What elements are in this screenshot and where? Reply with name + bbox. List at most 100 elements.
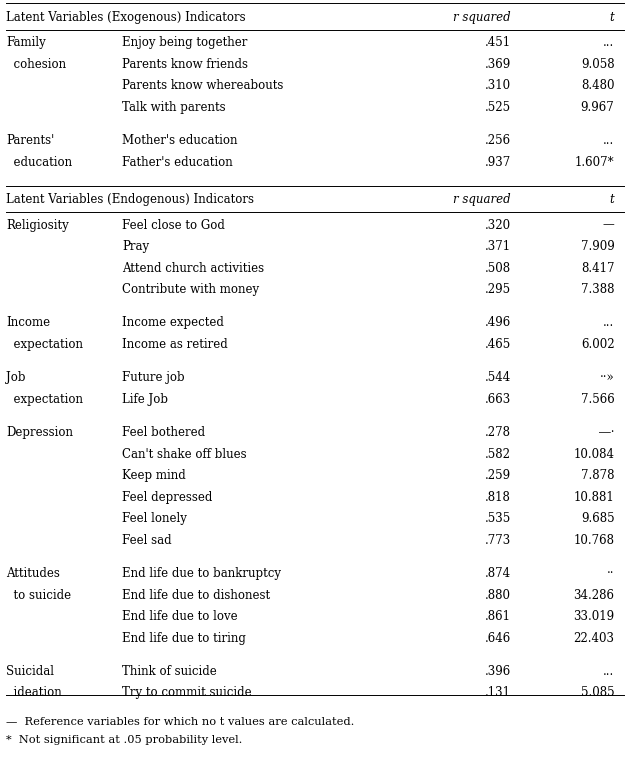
Text: .874: .874 — [485, 567, 511, 580]
Text: Depression: Depression — [6, 427, 73, 439]
Text: 8.417: 8.417 — [581, 262, 614, 275]
Text: .818: .818 — [485, 491, 511, 504]
Text: .295: .295 — [485, 283, 511, 296]
Text: 33.019: 33.019 — [573, 610, 614, 623]
Text: Suicidal: Suicidal — [6, 665, 55, 678]
Text: ...: ... — [603, 134, 614, 147]
Text: Father's education: Father's education — [122, 156, 233, 169]
Text: Income: Income — [6, 317, 50, 330]
Text: Latent Variables (Endogenous) Indicators: Latent Variables (Endogenous) Indicators — [6, 193, 255, 206]
Text: ...: ... — [603, 36, 614, 49]
Text: .256: .256 — [485, 134, 511, 147]
Text: 1.607*: 1.607* — [575, 156, 614, 169]
Text: expectation: expectation — [6, 393, 83, 406]
Text: 7.388: 7.388 — [581, 283, 614, 296]
Text: Feel bothered: Feel bothered — [122, 427, 206, 439]
Text: Enjoy being together: Enjoy being together — [122, 36, 248, 49]
Text: .451: .451 — [485, 36, 511, 49]
Text: Parents know whereabouts: Parents know whereabouts — [122, 79, 283, 92]
Text: 7.878: 7.878 — [581, 469, 614, 482]
Text: .663: .663 — [485, 393, 511, 406]
Text: Think of suicide: Think of suicide — [122, 665, 217, 678]
Text: Mother's education: Mother's education — [122, 134, 238, 147]
Text: 34.286: 34.286 — [574, 588, 614, 601]
Text: Future job: Future job — [122, 372, 185, 385]
Text: Can't shake off blues: Can't shake off blues — [122, 448, 247, 461]
Text: t: t — [609, 11, 614, 24]
Text: .525: .525 — [485, 101, 511, 114]
Text: expectation: expectation — [6, 338, 83, 351]
Text: Contribute with money: Contribute with money — [122, 283, 260, 296]
Text: .131: .131 — [485, 687, 511, 700]
Text: Family: Family — [6, 36, 46, 49]
Text: Job: Job — [6, 372, 26, 385]
Text: .535: .535 — [485, 512, 511, 525]
Text: End life due to dishonest: End life due to dishonest — [122, 588, 270, 601]
Text: .880: .880 — [485, 588, 511, 601]
Text: 9.685: 9.685 — [581, 512, 614, 525]
Text: Keep mind: Keep mind — [122, 469, 186, 482]
Text: 7.909: 7.909 — [581, 240, 614, 253]
Text: Feel close to God: Feel close to God — [122, 218, 225, 231]
Text: Feel sad: Feel sad — [122, 533, 172, 547]
Text: ...: ... — [603, 317, 614, 330]
Text: .646: .646 — [485, 632, 511, 645]
Text: 6.002: 6.002 — [581, 338, 614, 351]
Text: .278: .278 — [485, 427, 511, 439]
Text: —  Reference variables for which no t values are calculated.: — Reference variables for which no t val… — [6, 716, 355, 726]
Text: cohesion: cohesion — [6, 58, 66, 71]
Text: Religiosity: Religiosity — [6, 218, 69, 231]
Text: .371: .371 — [485, 240, 511, 253]
Text: ―·: ―· — [599, 427, 614, 439]
Text: —: — — [603, 218, 614, 231]
Text: Income as retired: Income as retired — [122, 338, 228, 351]
Text: 9.058: 9.058 — [581, 58, 614, 71]
Text: 10.768: 10.768 — [574, 533, 614, 547]
Text: Parents know friends: Parents know friends — [122, 58, 248, 71]
Text: .369: .369 — [485, 58, 511, 71]
Text: Attend church activities: Attend church activities — [122, 262, 265, 275]
Text: Talk with parents: Talk with parents — [122, 101, 226, 114]
Text: .544: .544 — [485, 372, 511, 385]
Text: .937: .937 — [485, 156, 511, 169]
Text: Parents': Parents' — [6, 134, 55, 147]
Text: Feel lonely: Feel lonely — [122, 512, 187, 525]
Text: education: education — [6, 156, 72, 169]
Text: Attitudes: Attitudes — [6, 567, 60, 580]
Text: ...: ... — [603, 665, 614, 678]
Text: 5.085: 5.085 — [581, 687, 614, 700]
Text: Feel depressed: Feel depressed — [122, 491, 213, 504]
Text: Try to commit suicide: Try to commit suicide — [122, 687, 252, 700]
Text: .320: .320 — [485, 218, 511, 231]
Text: 8.480: 8.480 — [581, 79, 614, 92]
Text: .465: .465 — [485, 338, 511, 351]
Text: ideation: ideation — [6, 687, 62, 700]
Text: .396: .396 — [485, 665, 511, 678]
Text: r squared: r squared — [453, 193, 511, 206]
Text: 9.967: 9.967 — [581, 101, 614, 114]
Text: .773: .773 — [485, 533, 511, 547]
Text: .310: .310 — [485, 79, 511, 92]
Text: 22.403: 22.403 — [574, 632, 614, 645]
Text: Latent Variables (Exogenous) Indicators: Latent Variables (Exogenous) Indicators — [6, 11, 246, 24]
Text: to suicide: to suicide — [6, 588, 71, 601]
Text: ··: ·· — [607, 567, 614, 580]
Text: End life due to love: End life due to love — [122, 610, 238, 623]
Text: .496: .496 — [485, 317, 511, 330]
Text: .582: .582 — [485, 448, 511, 461]
Text: 10.881: 10.881 — [574, 491, 614, 504]
Text: t: t — [609, 193, 614, 206]
Text: Income expected: Income expected — [122, 317, 224, 330]
Text: .259: .259 — [485, 469, 511, 482]
Text: Life Job: Life Job — [122, 393, 168, 406]
Text: ··»: ··» — [599, 372, 614, 385]
Text: *  Not significant at .05 probability level.: * Not significant at .05 probability lev… — [6, 736, 243, 745]
Text: 7.566: 7.566 — [581, 393, 614, 406]
Text: 10.084: 10.084 — [574, 448, 614, 461]
Text: .861: .861 — [485, 610, 511, 623]
Text: .508: .508 — [485, 262, 511, 275]
Text: End life due to bankruptcy: End life due to bankruptcy — [122, 567, 282, 580]
Text: End life due to tiring: End life due to tiring — [122, 632, 246, 645]
Text: Pray: Pray — [122, 240, 149, 253]
Text: r squared: r squared — [453, 11, 511, 24]
